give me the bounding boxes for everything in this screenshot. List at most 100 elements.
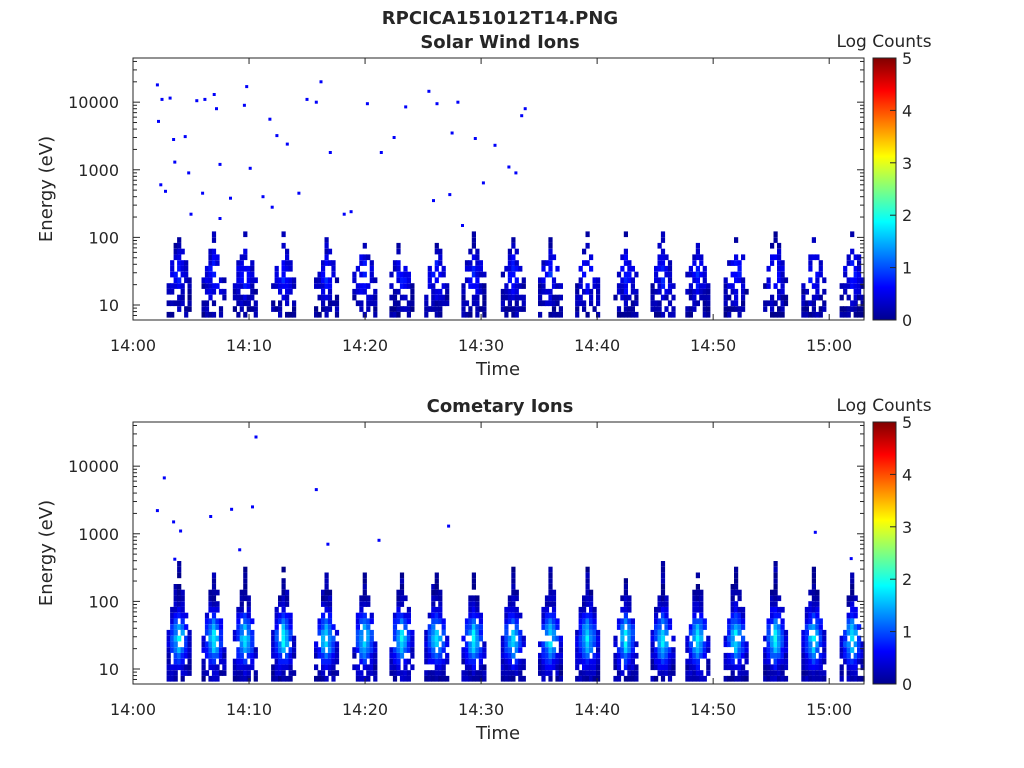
spectrogram-cell xyxy=(427,277,432,284)
spectrogram-cell xyxy=(589,641,594,648)
spectrogram-cell xyxy=(627,624,632,630)
colorbar-tick-label: 2 xyxy=(902,206,912,225)
spectrogram-point xyxy=(849,557,853,561)
spectrogram-cell xyxy=(170,670,175,676)
spectrogram-cell xyxy=(514,595,519,602)
spectrogram-cell xyxy=(815,624,820,630)
spectrogram-cell xyxy=(278,306,283,312)
spectrogram-cell xyxy=(843,306,848,312)
spectrogram-cell xyxy=(321,601,326,607)
spectrogram-cell xyxy=(288,612,293,619)
spectrogram-cell xyxy=(373,675,378,682)
spectrogram-cell xyxy=(846,618,851,625)
x-tick-label: 14:00 xyxy=(110,336,156,355)
spectrogram-cell xyxy=(243,231,248,238)
spectrogram-cell xyxy=(471,612,476,619)
spectrogram-cell xyxy=(222,288,227,295)
spectrogram-cell xyxy=(770,260,775,266)
spectrogram-cell xyxy=(173,271,178,278)
spectrogram-cell xyxy=(434,265,439,272)
spectrogram-cell xyxy=(620,641,625,648)
spectrogram-cell xyxy=(538,277,543,284)
spectrogram-cell xyxy=(780,664,785,671)
spectrogram-cell xyxy=(811,635,816,642)
spectrogram-cell xyxy=(657,658,662,665)
spectrogram-cell xyxy=(730,618,735,625)
spectrogram-cell xyxy=(184,311,189,318)
spectrogram-cell xyxy=(521,658,526,665)
spectrogram-cell xyxy=(514,311,519,318)
spectrogram-cell xyxy=(839,641,844,648)
spectrogram-cell xyxy=(783,641,789,648)
spectrogram-cell xyxy=(692,306,697,312)
spectrogram-cell xyxy=(811,283,816,289)
spectrogram-cell xyxy=(281,294,286,301)
spectrogram-cell xyxy=(596,675,601,682)
spectrogram-cell xyxy=(664,265,669,272)
spectrogram-cell xyxy=(811,300,816,307)
spectrogram-cell xyxy=(808,601,813,607)
spectrogram-cell xyxy=(818,311,823,318)
spectrogram-cell xyxy=(541,283,546,289)
spectrogram-cell xyxy=(253,675,258,682)
spectrogram-cell xyxy=(317,675,322,682)
spectrogram-cell xyxy=(548,624,553,630)
spectrogram-cell xyxy=(623,618,628,625)
spectrogram-cell xyxy=(236,294,241,301)
spectrogram-cell xyxy=(359,658,364,665)
spectrogram-cell xyxy=(431,306,436,312)
spectrogram-cell xyxy=(218,311,224,318)
spectrogram-cell xyxy=(634,664,639,671)
spectrogram-cell xyxy=(373,652,378,659)
spectrogram-cell xyxy=(170,265,175,272)
spectrogram-cell xyxy=(660,260,666,266)
spectrogram-cell xyxy=(334,294,340,301)
spectrogram-cell xyxy=(853,294,858,301)
spectrogram-cell xyxy=(766,265,771,272)
spectrogram-cell xyxy=(288,311,293,318)
spectrogram-cell xyxy=(860,641,865,648)
spectrogram-cell xyxy=(246,265,251,272)
spectrogram-cell xyxy=(541,658,546,665)
spectrogram-cell xyxy=(741,277,746,284)
spectrogram-cell xyxy=(236,635,241,642)
spectrogram-cell xyxy=(396,271,401,278)
spectrogram-cell xyxy=(271,664,276,671)
spectrogram-cell xyxy=(692,260,697,266)
spectrogram-cell xyxy=(853,612,858,619)
spectrogram-cell xyxy=(773,629,778,636)
spectrogram-cell xyxy=(431,300,436,307)
spectrogram-cell xyxy=(702,652,707,659)
spectrogram-cell xyxy=(548,311,553,318)
spectrogram-cell xyxy=(623,641,628,648)
spectrogram-cell xyxy=(321,670,326,676)
spectrogram-cell xyxy=(166,288,171,295)
spectrogram-cell xyxy=(846,624,851,630)
spectrogram-cell xyxy=(366,306,371,312)
spectrogram-cell xyxy=(331,624,336,630)
spectrogram-cell xyxy=(843,288,848,295)
spectrogram-cell xyxy=(232,635,237,642)
spectrogram-cell xyxy=(811,606,816,613)
spectrogram-cell xyxy=(438,260,443,266)
spectrogram-cell xyxy=(657,254,662,261)
spectrogram-cell xyxy=(215,260,220,266)
spectrogram-cell xyxy=(403,306,408,312)
spectrogram-point xyxy=(164,189,167,193)
spectrogram-cell xyxy=(317,624,322,630)
spectrogram-cell xyxy=(744,675,749,682)
spectrogram-cell xyxy=(654,277,659,284)
spectrogram-cell xyxy=(271,300,276,307)
spectrogram-cell xyxy=(853,641,858,648)
spectrogram-cell xyxy=(464,629,470,636)
spectrogram-cell xyxy=(551,254,557,261)
spectrogram-cell xyxy=(763,283,768,289)
spectrogram-cell xyxy=(511,612,516,619)
solar-wind-title: Solar Wind Ions xyxy=(420,32,579,53)
spectrogram-cell xyxy=(427,652,432,659)
spectrogram-cell xyxy=(434,248,439,255)
spectrogram-cell xyxy=(324,624,329,630)
spectrogram-cell xyxy=(634,294,639,301)
spectrogram-cell xyxy=(664,606,669,613)
spectrogram-cell xyxy=(170,288,175,295)
